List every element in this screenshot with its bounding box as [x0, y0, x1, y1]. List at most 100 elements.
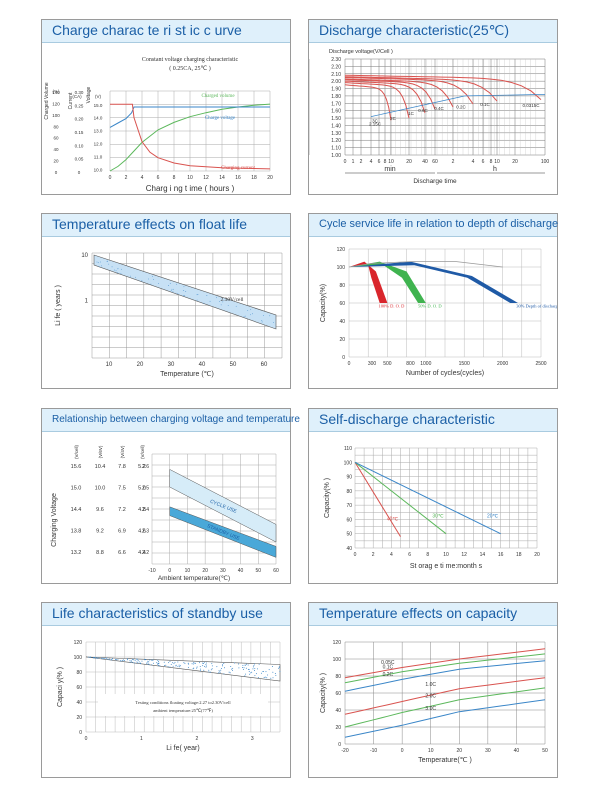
band-dot: [107, 261, 108, 262]
band-dot: [256, 673, 257, 674]
band-dot: [98, 657, 99, 658]
band-dot: [228, 305, 229, 306]
tick-label: 2500: [535, 361, 546, 367]
unit-label: h: [493, 166, 497, 173]
band-dot: [244, 316, 245, 317]
tick-label: 40: [339, 319, 345, 325]
series-label: 0.1C: [383, 664, 394, 670]
band-dot: [121, 269, 122, 270]
band-dot: [238, 663, 239, 664]
column-value: 15.0: [71, 486, 82, 492]
series-label: 30% Depth of discharge: [516, 304, 557, 309]
band-dot: [114, 270, 115, 271]
tick-label: 0: [354, 552, 357, 558]
cycle-life-chart: Capacity(%)1201008060402000 300 500 800 1000…: [309, 237, 557, 388]
band-dot: [103, 658, 104, 659]
chart-subtitle: ( 0.25CA, 25℃ ): [169, 65, 211, 72]
tick-label: 140: [52, 90, 60, 95]
band-dot: [146, 663, 147, 664]
tick-label: 3: [251, 736, 254, 742]
column-head: (V/4V): [120, 445, 125, 458]
tick-label: 60: [432, 159, 438, 165]
chart-panel-standby-life: Life characteristics of standby use Capa…: [41, 602, 291, 778]
tick-label: 1000: [420, 361, 431, 367]
tick-label: 6: [378, 159, 381, 165]
band-dot: [246, 668, 247, 669]
band-dot: [117, 272, 118, 273]
tick-label: 50: [542, 748, 548, 754]
y-axis-label: Discharge voltage(V/Cell ): [329, 49, 393, 55]
tick-label: 0: [344, 159, 347, 165]
tick-label: 1.10: [331, 146, 341, 152]
panel-title: Discharge characteristic(25℃): [319, 22, 509, 39]
band-dot: [138, 660, 139, 661]
tick-label: 0.30: [75, 90, 84, 95]
tick-label: 4: [390, 552, 393, 558]
x-axis-label: Number of cycles(cycles): [406, 370, 484, 377]
tick-label: 100: [541, 159, 550, 165]
tick-label: 80: [346, 489, 352, 495]
band-dot: [169, 661, 170, 662]
tick-label: 20: [53, 159, 59, 164]
band-dot: [151, 284, 152, 285]
x-axis-label: Charg i ng t ime ( hours ): [146, 184, 235, 193]
tick-label: 0.10: [75, 143, 84, 148]
band-dot: [188, 663, 189, 664]
band-dot: [269, 669, 270, 670]
life-band: [94, 255, 276, 329]
tick-label: 10: [81, 253, 88, 259]
band-dot: [254, 663, 255, 664]
tick-label: 0: [79, 730, 82, 736]
tick-label: 100: [74, 655, 83, 661]
tick-label: 0.25: [75, 103, 84, 108]
band-dot: [261, 320, 262, 321]
band-dot: [206, 295, 207, 296]
band-dot: [203, 670, 204, 671]
tick-label: 10: [494, 159, 500, 165]
tick-label: 6: [408, 552, 411, 558]
band-dot: [106, 657, 107, 658]
panel-title: Life characteristics of standby use: [52, 605, 263, 621]
band-dot: [210, 301, 211, 302]
tick-label: 40: [76, 700, 82, 706]
tick-label: 30: [168, 362, 175, 368]
band-dot: [265, 671, 266, 672]
band-dot: [275, 673, 276, 674]
y-axis-label: Capacity(% ): [324, 478, 331, 518]
band-dot: [159, 665, 160, 666]
tick-label: 2.00: [331, 79, 341, 85]
band-dot: [206, 662, 207, 663]
band-dot: [180, 665, 181, 666]
band-dot: [206, 666, 207, 667]
band-dot: [174, 662, 175, 663]
band-dot: [133, 659, 134, 660]
tick-label: 1: [85, 298, 89, 304]
panel-title: Temperature effects on capacity: [319, 605, 517, 621]
band-dot: [97, 262, 98, 263]
band-dot: [185, 291, 186, 292]
band-dot: [135, 660, 136, 661]
band-dot: [204, 666, 205, 667]
band-dot: [94, 657, 95, 658]
band-dot: [193, 662, 194, 663]
band-dot: [144, 659, 145, 660]
tick-label: 2.30: [331, 57, 341, 63]
tick-label: 8: [490, 159, 493, 165]
band-dot: [197, 294, 198, 295]
band-dot: [183, 662, 184, 663]
y-axis-label: Capacity(%): [320, 284, 327, 322]
tick-label: 110: [344, 446, 352, 452]
tick-label: 1.50: [331, 116, 341, 122]
panel-title: Cycle service life in relation to depth …: [319, 218, 558, 230]
rate-label: 0.6C: [418, 108, 428, 113]
band-dot: [145, 659, 146, 660]
band-dot: [200, 666, 201, 667]
tick-label: 60: [346, 517, 352, 523]
band-dot: [266, 677, 267, 678]
band-dot: [236, 306, 237, 307]
band-dot: [173, 666, 174, 667]
band-dot: [188, 667, 189, 668]
note-text: ambient temperature:25℃(77℉): [153, 708, 213, 713]
x-axis-label: Temperature(℃ ): [418, 757, 472, 764]
band-dot: [245, 674, 246, 675]
